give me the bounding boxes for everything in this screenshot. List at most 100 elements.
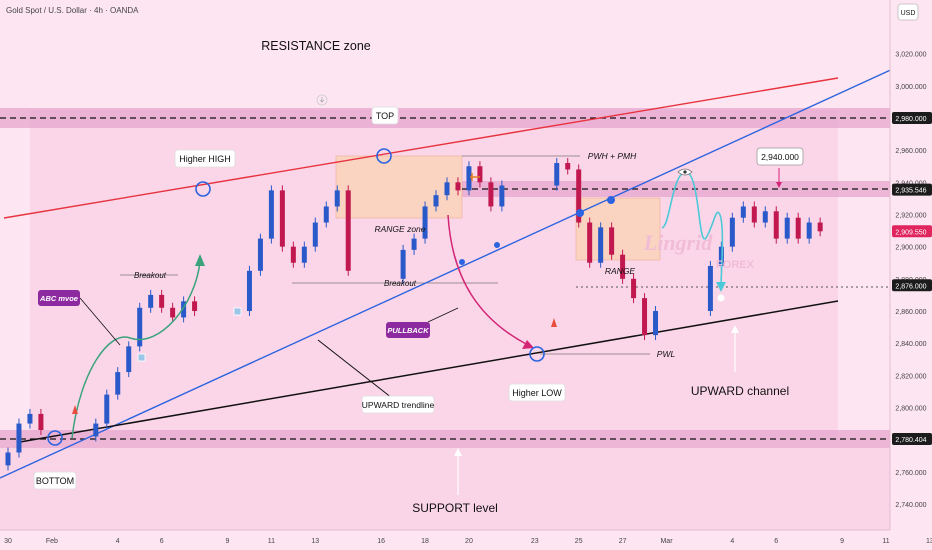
candle-body xyxy=(653,310,659,336)
y-tick-label: 2,760.000 xyxy=(895,470,926,477)
price-tag-label: 2,980.000 xyxy=(895,116,926,123)
price-label-box: 2,940.000 xyxy=(756,147,804,166)
flag-icon-2 xyxy=(137,353,146,362)
range-zone-box xyxy=(335,155,463,219)
currency-label[interactable]: USD xyxy=(901,10,916,17)
candle-body xyxy=(93,423,99,437)
candle-body xyxy=(400,249,406,279)
x-tick-label: 16 xyxy=(377,538,385,545)
trendline-dot-4 xyxy=(607,196,615,204)
abc-move-arrow xyxy=(71,261,201,439)
hammer-icon xyxy=(470,173,480,181)
support-trend-line xyxy=(19,300,839,443)
x-tick-label: Mar xyxy=(660,538,673,545)
candle-body xyxy=(115,372,121,395)
candle-body xyxy=(192,301,198,311)
upward-trendline-label: UPWARD trendline xyxy=(362,400,435,410)
price-tag-bg xyxy=(892,279,932,292)
candle-body xyxy=(38,413,44,430)
x-tick-label: 30 xyxy=(4,538,12,545)
higher-low-label: Higher LOW xyxy=(512,388,562,398)
range-zone-label: RANGE zone xyxy=(374,224,425,234)
candle-body xyxy=(598,227,604,263)
trendline-dot-2 xyxy=(494,242,500,248)
y-tick-label: 2,960.000 xyxy=(895,148,926,155)
info-marker-arrow-icon xyxy=(319,97,325,103)
higher-low-circle xyxy=(529,346,545,362)
trendline-dot-1 xyxy=(459,259,465,265)
higher-low-label-box: Higher LOW xyxy=(508,383,566,402)
candle-body xyxy=(729,217,735,247)
breakout-label-1: Breakout xyxy=(134,271,167,280)
pullback-arrow xyxy=(447,214,529,346)
trendline-pointer-arrow xyxy=(317,339,393,399)
candle-body xyxy=(137,307,143,347)
top-label: TOP xyxy=(376,111,394,121)
candle-body xyxy=(762,211,768,223)
candle-body xyxy=(104,394,110,424)
candle-body xyxy=(466,166,472,191)
candle-body xyxy=(246,270,252,311)
price-label-text: 2,940.000 xyxy=(761,152,799,162)
candle-body xyxy=(159,294,165,308)
watermark-brand: Lingrid xyxy=(643,230,713,255)
candle-body xyxy=(751,206,757,223)
support-level-label: SUPPORT level xyxy=(412,501,498,515)
x-tick-label: Feb xyxy=(46,538,58,545)
upward-trendline xyxy=(0,67,896,479)
upward-trendline-label-box: UPWARD trendline xyxy=(361,395,435,414)
x-tick-label: 6 xyxy=(160,538,164,545)
candle-body xyxy=(631,278,637,299)
candle-body xyxy=(301,246,307,263)
flag-icon xyxy=(233,307,242,316)
watermark-sub: FOREX xyxy=(716,259,755,271)
candle-body xyxy=(587,222,593,263)
y-tick-label: 3,020.000 xyxy=(895,52,926,59)
candle-body xyxy=(477,166,483,183)
candle-body xyxy=(499,185,505,207)
y-tick-label: 2,860.000 xyxy=(895,309,926,316)
x-tick-label: 13 xyxy=(311,538,319,545)
pullback-arrow-head xyxy=(522,340,534,349)
price-axis[interactable] xyxy=(890,0,932,550)
candle-body xyxy=(411,238,417,250)
candles-group xyxy=(5,158,823,471)
x-tick-labels: 30Feb4691113161820232527Mar4691113161820 xyxy=(4,538,932,545)
candle-body xyxy=(16,423,22,453)
candle-body xyxy=(345,190,351,271)
candle-body xyxy=(565,163,571,170)
projection-path xyxy=(661,171,724,285)
x-tick-label: 18 xyxy=(421,538,429,545)
x-tick-label: 20 xyxy=(465,538,473,545)
candle-body xyxy=(422,206,428,239)
price-tags-group: 2,980.000 2,935.546 2,909.550 2,876.000 2,78… xyxy=(892,112,932,445)
top-label-box: TOP xyxy=(371,106,399,125)
price-tag-label: 2,909.550 xyxy=(895,229,926,236)
price-tag-bg xyxy=(892,112,932,124)
currency-button[interactable]: USD xyxy=(897,3,919,21)
abc-pointer-line xyxy=(79,297,121,346)
candle-body xyxy=(334,190,340,207)
candle-body xyxy=(312,222,318,247)
candle-body xyxy=(323,206,329,223)
projection-arrow-head xyxy=(716,282,726,292)
candle-body xyxy=(620,254,626,279)
x-tick-label: 11 xyxy=(882,538,889,545)
time-axis[interactable] xyxy=(0,530,890,550)
x-tick-label: 4 xyxy=(116,538,120,545)
price-tag-bg xyxy=(892,225,932,238)
channel-pointer-head xyxy=(731,325,739,333)
candle-body xyxy=(773,211,779,239)
candle-body xyxy=(784,217,790,239)
candle-body xyxy=(148,294,154,308)
x-tick-label: 25 xyxy=(575,538,583,545)
y-tick-label: 2,800.000 xyxy=(895,405,926,412)
candle-body xyxy=(268,190,274,239)
higher-high-label-box: Higher HIGH xyxy=(174,149,236,168)
support-lower-fill xyxy=(0,448,890,530)
candle-body xyxy=(181,301,187,318)
higher-high-label: Higher HIGH xyxy=(179,154,231,164)
trendline-dot-3 xyxy=(576,209,584,217)
